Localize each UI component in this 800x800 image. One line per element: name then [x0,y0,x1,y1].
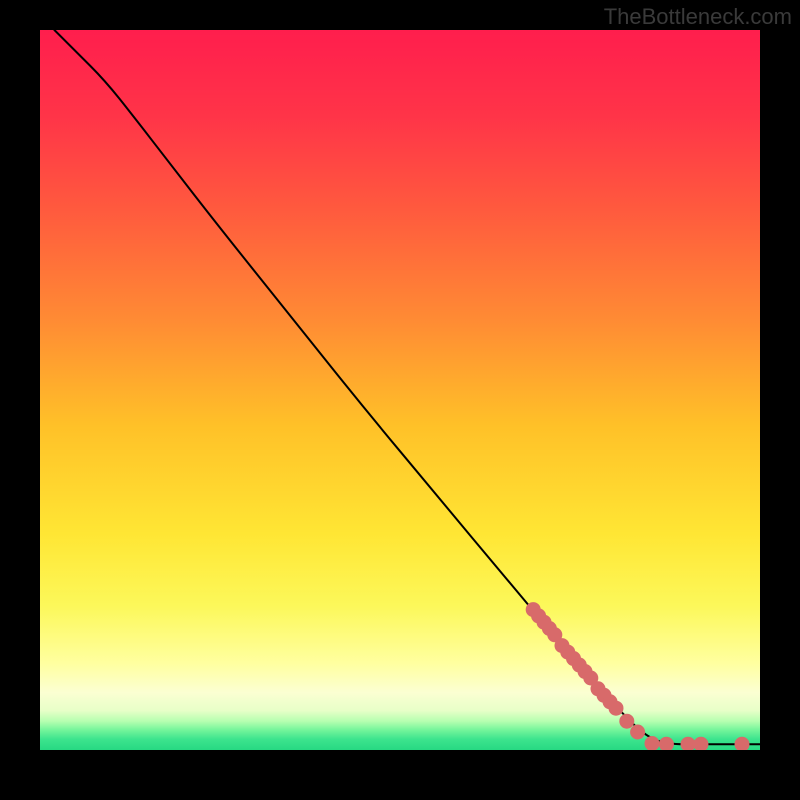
marker-dot [645,736,660,750]
marker-dot [630,725,645,740]
marker-dots [526,602,750,750]
marker-dot [735,737,750,750]
marker-dot [693,737,708,750]
marker-dot [681,737,696,750]
marker-dot [609,701,624,716]
attribution-text: TheBottleneck.com [604,4,792,30]
bottleneck-curve [54,30,760,744]
chart-overlay [40,30,760,750]
plot-area [40,30,760,750]
marker-dot [619,714,634,729]
marker-dot [659,737,674,750]
